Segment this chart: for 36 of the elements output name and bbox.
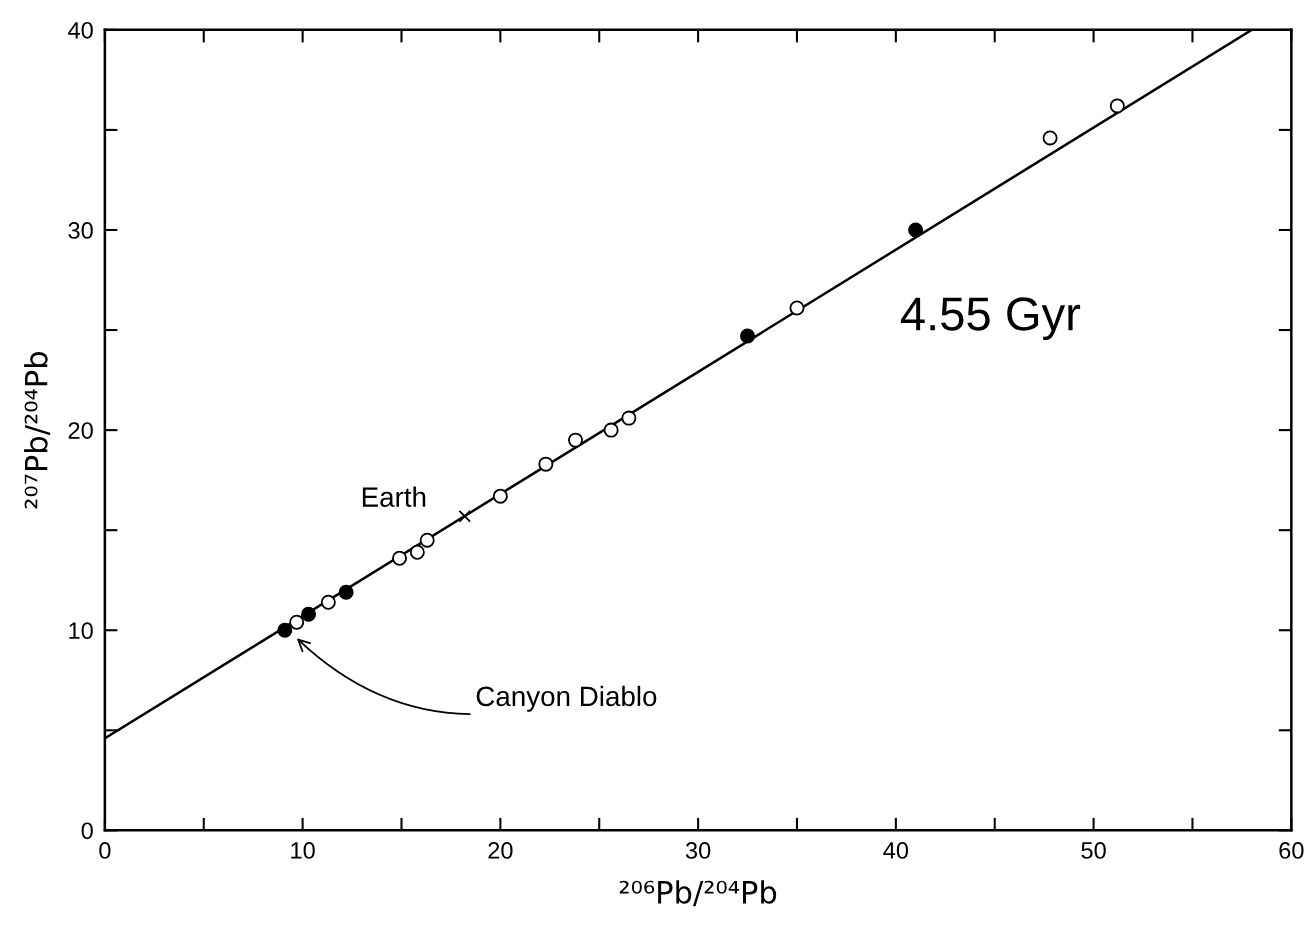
- point: [603, 422, 619, 438]
- point: [568, 432, 584, 448]
- x-tick-label: 50: [1081, 842, 1106, 859]
- point: [409, 544, 425, 560]
- x-tick-label: 30: [685, 842, 711, 859]
- point: [740, 328, 756, 344]
- x-tick-label: 40: [883, 842, 909, 859]
- point: [392, 550, 408, 566]
- y-tick-label: 40: [68, 21, 93, 39]
- y-axis-title: ²⁰⁷Pb/²⁰⁴Pb: [24, 352, 51, 509]
- annotation: Earth: [362, 486, 426, 507]
- x-tick-label: 0: [99, 842, 111, 859]
- point: [277, 622, 293, 638]
- y-tick-label: 0: [81, 822, 93, 840]
- annotation: 4.55 Gyr: [900, 297, 1081, 341]
- x-tick-label: 60: [1279, 842, 1304, 859]
- point: [419, 532, 435, 548]
- y-tick-label: 30: [68, 222, 93, 239]
- point: [338, 584, 354, 600]
- point: [492, 488, 508, 504]
- y-tick-label: 10: [69, 622, 93, 640]
- point: [538, 456, 554, 472]
- x-axis-title: ²⁰⁶Pb/²⁰⁴Pb: [619, 880, 777, 907]
- point: [301, 606, 317, 622]
- y-tick-label: 20: [68, 422, 93, 439]
- x-tick-label: 20: [488, 842, 513, 859]
- annotation: Canyon Diablo: [476, 685, 657, 712]
- point: [320, 594, 336, 610]
- point: [289, 614, 305, 630]
- point: [621, 410, 637, 426]
- point: [789, 300, 805, 316]
- x-tick-label: 10: [291, 842, 315, 859]
- point: [458, 509, 472, 523]
- point: [908, 222, 924, 238]
- point: [1042, 130, 1058, 146]
- point: [1109, 98, 1125, 114]
